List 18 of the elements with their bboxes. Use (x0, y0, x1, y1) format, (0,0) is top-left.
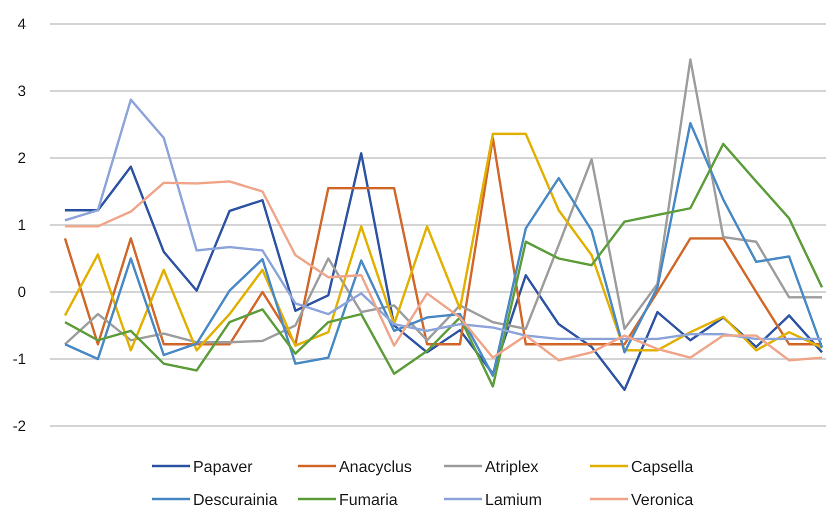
legend-label: Lamium (485, 492, 542, 508)
y-tick-label: 0 (18, 284, 26, 301)
legend-label: Atriplex (485, 459, 538, 476)
y-tick-label: 1 (18, 216, 26, 234)
y-tick-label: -2 (12, 418, 26, 435)
legend-label: Papaver (193, 459, 254, 476)
y-tick-label: 4 (18, 16, 26, 33)
y-tick-label: 2 (18, 150, 26, 167)
legend-label: Capsella (631, 459, 694, 476)
y-tick-label: 3 (18, 82, 26, 100)
line-series (64, 98, 824, 340)
legend-label: Descurainia (193, 492, 278, 508)
legend-label: Fumaria (339, 492, 398, 508)
line-series (64, 180, 824, 362)
legend-label: Veronica (631, 492, 694, 508)
legend-label: Anacyclus (339, 459, 412, 476)
y-tick-label: -1 (12, 350, 26, 368)
line-series (64, 58, 824, 346)
